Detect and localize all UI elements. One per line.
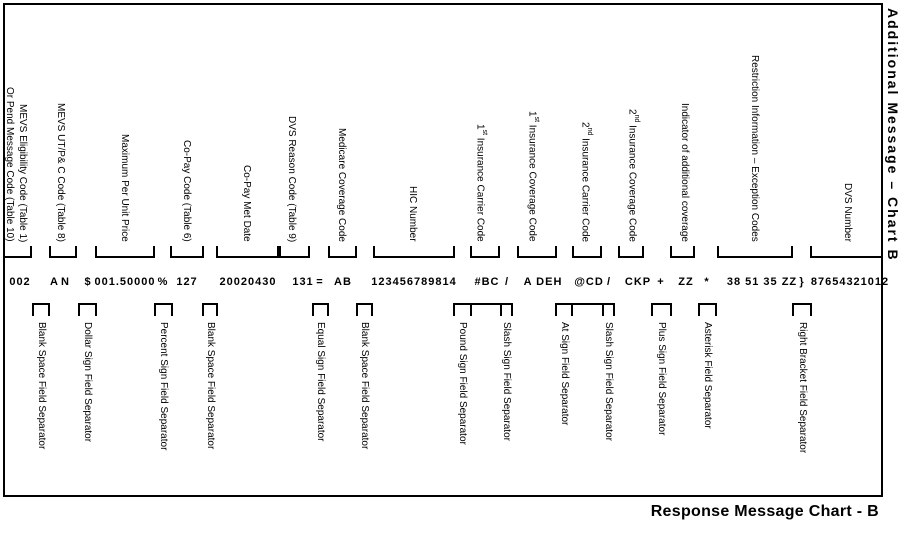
- value-restriction-exception-codes: 38 51 35 ZZ: [726, 276, 798, 288]
- field-label-copay-code: Co-Pay Code (Table 6): [181, 140, 192, 242]
- value-ins2-carrier-code: @CD: [574, 276, 604, 288]
- separator-plus-sign: +: [657, 276, 665, 288]
- bracket-top-8: [373, 246, 455, 258]
- value-additional-coverage-indicator: ZZ: [678, 276, 694, 288]
- field-label-text: Insurance Coverage Code: [526, 122, 538, 242]
- field-label-mevs-eligibility: MEVS Eligibility Code (Table 1) Or Pend …: [2, 52, 29, 242]
- bracket-top-7: [328, 246, 357, 258]
- bracket-top-6: [279, 246, 310, 258]
- bracket-bottom-11: [651, 303, 672, 316]
- bracket-bottom-5: [312, 303, 329, 316]
- bracket-top-1: [3, 246, 32, 258]
- field-label-line: Or Pend Message Code (Table 10): [4, 87, 15, 242]
- separator-right-bracket: }: [799, 276, 805, 288]
- separator-label-blank-2: Blank Space Field Separator: [205, 322, 216, 450]
- separator-label-right-bracket: Right Bracket Field Separator: [797, 322, 808, 454]
- separator-asterisk: *: [704, 276, 710, 288]
- bracket-top-10: [517, 246, 557, 258]
- field-label-ins1-coverage: 1st Insurance Coverage Code: [526, 52, 543, 242]
- separator-percent-sign: %: [157, 276, 169, 288]
- field-label-restriction-info: Restriction Information – Exception Code…: [749, 55, 760, 242]
- field-label-line: MEVS Eligibility Code (Table 1): [17, 103, 28, 242]
- separator-slash-sign-2: /: [606, 276, 612, 288]
- bracket-connector-line: [472, 303, 500, 305]
- separator-label-blank-1: Blank Space Field Separator: [36, 322, 47, 450]
- value-hic-number: 123456789814: [371, 276, 457, 288]
- value-dvs-number: 87654321012: [810, 276, 890, 288]
- field-label-dvs-reason-code: DVS Reason Code (Table 9): [286, 115, 297, 242]
- ordinal-number: 1: [526, 111, 538, 118]
- separator-label-dollar: Dollar Sign Field Separator: [82, 322, 93, 443]
- field-label-text: Insurance Carrier Code: [579, 135, 591, 242]
- field-label-copay-met-date: Co-Pay Met Date: [241, 165, 252, 242]
- separator-label-slash-1: Slash Sign Field Separator: [501, 322, 512, 441]
- separator-label-at: At Sign Field Separator: [559, 322, 570, 426]
- field-label-mevs-utpc: MEVS UT/P& C Code (Table 8): [55, 103, 66, 242]
- bracket-bottom-13: [792, 303, 812, 316]
- field-label-medicare-coverage: Medicare Coverage Code: [336, 128, 347, 242]
- value-ins1-coverage-code: A DEH: [523, 276, 563, 288]
- value-ins2-coverage-code: CKP: [624, 276, 652, 288]
- ordinal-suffix: nd: [586, 127, 593, 136]
- field-label-text: Insurance Carrier Code: [474, 135, 486, 242]
- bracket-bottom-10: [602, 303, 615, 316]
- separator-label-blank-3: Blank Space Field Separator: [359, 322, 370, 450]
- field-label-max-unit-price: Maximum Per Unit Price: [119, 134, 130, 242]
- bracket-top-4: [170, 246, 204, 258]
- ordinal-number: 2: [579, 121, 591, 128]
- ordinal-number: 1: [474, 124, 486, 130]
- side-title: Additional Message – Chart B: [885, 8, 901, 262]
- separator-equal-sign: =: [316, 276, 324, 288]
- field-label-ins2-carrier: 2nd Insurance Carrier Code: [579, 52, 596, 242]
- field-label-ins2-coverage: 2nd Insurance Coverage Code: [626, 52, 643, 242]
- bracket-top-9: [470, 246, 500, 258]
- ordinal-suffix: nd: [633, 114, 640, 123]
- ordinal-suffix: st: [481, 129, 488, 136]
- value-dvs-reason-code: 131: [292, 276, 314, 288]
- bracket-bottom-2: [78, 303, 97, 316]
- separator-slash-sign-1: /: [504, 276, 510, 288]
- field-label-hic-number: HIC Number: [407, 186, 418, 242]
- separator-label-equal: Equal Sign Field Separator: [315, 322, 326, 442]
- bracket-top-5: [216, 246, 279, 258]
- bracket-bottom-3: [154, 303, 173, 316]
- bracket-top-11: [572, 246, 602, 258]
- value-mevs-utpc-code: AN: [50, 276, 72, 288]
- bracket-bottom-7: [453, 303, 472, 316]
- ordinal-suffix: st: [533, 117, 540, 123]
- separator-dollar-sign: $: [84, 276, 92, 288]
- separator-label-pound: Pound Sign Field Separator: [457, 322, 468, 445]
- bracket-top-12: [618, 246, 644, 258]
- bracket-top-2: [49, 246, 77, 258]
- bracket-bottom-9: [555, 303, 573, 316]
- bracket-bottom-8: [500, 303, 513, 316]
- value-copay-met-date: 20020430: [219, 276, 277, 288]
- bracket-bottom-1: [32, 303, 50, 316]
- value-medicare-coverage-code: AB: [334, 276, 352, 288]
- bracket-bottom-12: [698, 303, 717, 316]
- field-label-dvs-number: DVS Number: [842, 183, 853, 242]
- bracket-top-3: [95, 246, 155, 258]
- value-max-unit-price: 001.50000: [94, 276, 156, 288]
- ordinal-number: 2: [626, 109, 638, 115]
- bracket-bottom-6: [356, 303, 373, 316]
- field-label-text: Insurance Coverage Code: [626, 122, 638, 242]
- value-mevs-eligibility-code: 002: [9, 276, 31, 288]
- bracket-top-13: [670, 246, 695, 258]
- bracket-bottom-4: [202, 303, 218, 316]
- bracket-connector-line: [573, 303, 602, 305]
- field-label-ins1-carrier: 1st Insurance Carrier Code: [474, 52, 491, 242]
- page-caption: Response Message Chart - B: [650, 503, 879, 520]
- bracket-top-14: [717, 246, 793, 258]
- bracket-top-15: [810, 246, 883, 258]
- separator-label-slash-2: Slash Sign Field Separator: [603, 322, 614, 441]
- separator-label-percent: Percent Sign Field Separator: [158, 322, 169, 451]
- value-copay-code: 127: [176, 276, 198, 288]
- value-ins1-carrier-code: #BC: [474, 276, 500, 288]
- field-label-additional-coverage-indicator: Indicator of additional coverage: [679, 103, 690, 242]
- separator-label-asterisk: Asterisk Field Separator: [702, 322, 713, 429]
- separator-label-plus: Plus Sign Field Separator: [656, 322, 667, 436]
